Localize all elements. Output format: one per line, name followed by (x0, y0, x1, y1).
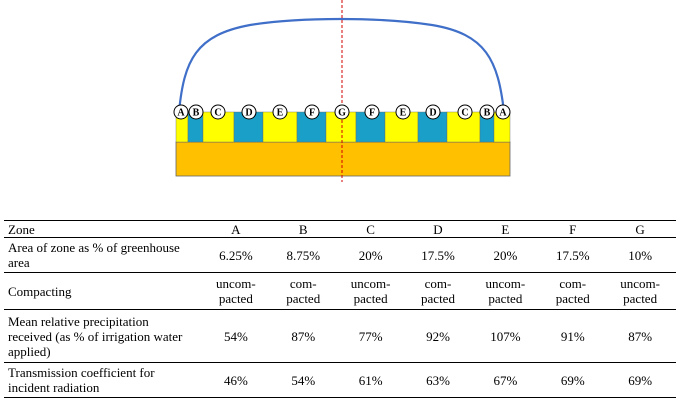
table-cell: 8.75% (271, 237, 335, 273)
zone-marker-label: A (499, 108, 507, 119)
zone-marker-f: F (364, 104, 380, 120)
zone-marker-label: D (429, 108, 436, 119)
zone-marker-label: E (277, 108, 284, 119)
zone-marker-a: A (495, 104, 511, 120)
zone-marker-label: B (193, 108, 200, 119)
table-cell: 77% (334, 309, 407, 363)
table-row: Transmission coefficient for incident ra… (4, 362, 676, 398)
table-cell: uncom-pacted (200, 272, 272, 310)
table-row: Area of zone as % of greenhouse area 6.25… (4, 237, 676, 273)
header-zone: D (406, 220, 470, 238)
table-cell: com-pacted (271, 272, 335, 310)
table-cell: 91% (541, 309, 605, 363)
table-cell: 17.5% (541, 237, 605, 273)
zone-marker-b: B (479, 104, 495, 120)
greenhouse-roof-arc (177, 17, 506, 113)
zone-marker-label: A (177, 108, 185, 119)
zone-marker-label: C (461, 108, 468, 119)
zone-table: Zone A B C D E F G Area of zone as % of greenhou… (4, 220, 676, 398)
table-cell: uncom-pacted (604, 272, 676, 310)
zone-marker-e: E (272, 104, 288, 120)
table-row: Mean relative precipitation received (as… (4, 309, 676, 363)
zone-marker-c: C (210, 104, 226, 120)
table-cell: 10% (604, 237, 676, 273)
table-cell: 67% (469, 362, 542, 398)
row-label: Transmission coefficient for incident ra… (4, 362, 200, 398)
table-cell: 61% (334, 362, 407, 398)
header-zone: A (200, 220, 272, 238)
table-cell: 46% (200, 362, 272, 398)
table-cell: 54% (271, 362, 335, 398)
zone-marker-c: C (457, 104, 473, 120)
zone-marker-label: G (338, 108, 346, 119)
zone-marker-d: D (241, 104, 257, 120)
table-cell: 20% (334, 237, 407, 273)
header-zone: F (541, 220, 605, 238)
table-cell: 63% (406, 362, 470, 398)
table-cell: com-pacted (406, 272, 470, 310)
table-cell: 6.25% (200, 237, 272, 273)
header-zone: B (271, 220, 335, 238)
zone-marker-a: A (173, 104, 189, 120)
table-cell: com-pacted (541, 272, 605, 310)
row-label: Area of zone as % of greenhouse area (4, 237, 200, 273)
row-label: Compacting (4, 272, 200, 310)
header-label: Zone (4, 220, 200, 238)
zone-marker-g: G (334, 104, 350, 120)
row-label: Mean relative precipitation received (as… (4, 309, 200, 363)
table-row: Compacting uncom-pacted com-pacted uncom-pa… (4, 272, 676, 310)
table-cell: 69% (541, 362, 605, 398)
table-cell: uncom-pacted (469, 272, 542, 310)
zone-marker-e: E (395, 104, 411, 120)
table-header-row: Zone A B C D E F G (4, 220, 676, 238)
zone-marker-label: E (400, 108, 407, 119)
table-cell: 20% (469, 237, 542, 273)
header-zone: G (604, 220, 676, 238)
table-cell: 87% (604, 309, 676, 363)
zone-marker-label: C (214, 108, 221, 119)
table-cell: 54% (200, 309, 272, 363)
zone-marker-label: F (369, 108, 375, 119)
zone-marker-b: B (188, 104, 204, 120)
soil-base (175, 141, 511, 177)
zone-marker-label: D (245, 108, 252, 119)
zone-marker-label: F (309, 108, 315, 119)
table-cell: 69% (604, 362, 676, 398)
table-cell: 107% (469, 309, 542, 363)
table-cell: 87% (271, 309, 335, 363)
header-zone: E (469, 220, 542, 238)
header-zone: C (334, 220, 407, 238)
zone-marker-f: F (304, 104, 320, 120)
table-cell: 92% (406, 309, 470, 363)
table-cell: uncom-pacted (334, 272, 407, 310)
table-cell: 17.5% (406, 237, 470, 273)
zone-marker-label: B (484, 108, 491, 119)
zone-marker-d: D (425, 104, 441, 120)
